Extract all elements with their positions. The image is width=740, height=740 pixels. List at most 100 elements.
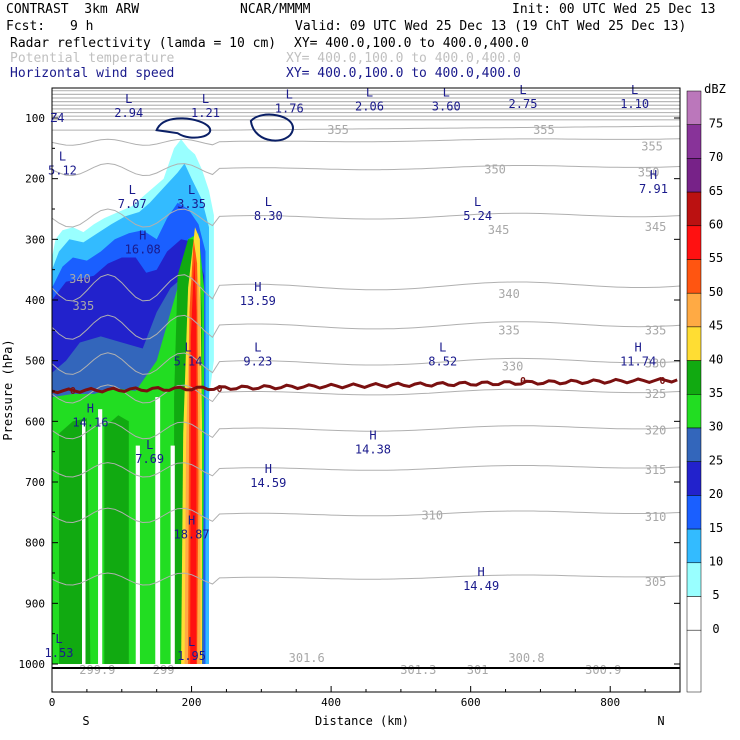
theta-label: 335 bbox=[73, 299, 95, 313]
y-tick-label: 500 bbox=[25, 355, 45, 368]
theta-label: 335 bbox=[645, 323, 667, 337]
colorbar-level-label: 30 bbox=[709, 420, 723, 434]
extremum-kind: L bbox=[188, 183, 195, 197]
extremum-value: 8.52 bbox=[428, 355, 457, 369]
extremum-value: 5.24 bbox=[463, 209, 492, 223]
theta-label: 345 bbox=[645, 220, 667, 234]
wind-extremum: L2.94 bbox=[114, 92, 143, 120]
theta-label: 310 bbox=[421, 508, 443, 522]
colorbar-level-label: 5 bbox=[712, 588, 719, 602]
extremum-kind: L bbox=[59, 150, 66, 164]
theta-label: 325 bbox=[645, 387, 667, 401]
org-label: NCAR/MMMM bbox=[240, 2, 311, 17]
extremum-value: 14.16 bbox=[72, 415, 108, 429]
wind-extremum: L7.69 bbox=[135, 438, 164, 466]
extremum-kind: L bbox=[188, 635, 195, 649]
colorbar-level-label: 60 bbox=[709, 218, 723, 232]
xy-reflectivity: XY= 400.0,100.0 to 400.0,400.0 bbox=[294, 36, 529, 51]
fcst-label: Fcst: bbox=[6, 19, 46, 34]
extremum-kind: H bbox=[254, 280, 261, 294]
theta-label: 301 bbox=[467, 663, 489, 677]
wind-extremum: L2.06 bbox=[355, 85, 384, 113]
extremum-kind: H bbox=[478, 565, 485, 579]
theta-label: 350 bbox=[484, 163, 506, 177]
colorbar-swatch bbox=[686, 562, 702, 597]
colorbar-level-label: 10 bbox=[709, 555, 723, 569]
theta-label: 305 bbox=[645, 575, 667, 589]
colorbar-swatch bbox=[686, 495, 702, 530]
colorbar-swatch bbox=[686, 225, 702, 260]
colorbar-level-label: 70 bbox=[709, 150, 723, 164]
extremum-value: 14.38 bbox=[355, 443, 391, 457]
wind-extremum: H14.59 bbox=[250, 462, 286, 490]
theta-label: 345 bbox=[488, 223, 510, 237]
extremum-value: 1.53 bbox=[45, 646, 74, 660]
x-tick-label: 400 bbox=[321, 696, 341, 709]
extremum-value: 1.95 bbox=[177, 649, 206, 663]
valid-time: Valid: 09 UTC Wed 25 Dec 13 (19 ChT Wed … bbox=[295, 19, 687, 34]
colorbar-level-label: 15 bbox=[709, 521, 723, 535]
x-axis-north: N bbox=[657, 714, 664, 728]
extremum-value: 5.12 bbox=[48, 164, 77, 178]
theta-labels: 355 355 355 350 350 345 345 340 340 335 335 335 330 3… bbox=[69, 123, 666, 677]
theta-label: 330 bbox=[502, 360, 524, 374]
theta-label: 355 bbox=[533, 123, 555, 137]
theta-label: 301.6 bbox=[289, 651, 325, 665]
wind-extremum: L5.24 bbox=[463, 195, 492, 223]
extremum-value: 1.21 bbox=[191, 106, 220, 120]
wind-extremum: L1.76 bbox=[275, 88, 304, 116]
extremum-kind: L bbox=[55, 632, 62, 646]
theta-contour-7 bbox=[52, 352, 680, 375]
reflectivity-gap-1 bbox=[82, 421, 86, 664]
colorbar-unit: dBZ bbox=[704, 82, 726, 96]
wind-extremum: L3.60 bbox=[432, 85, 461, 113]
reflectivity-band-7 bbox=[59, 418, 91, 664]
fcst-value: 9 h bbox=[70, 19, 94, 34]
colorbar-level-label: 75 bbox=[709, 116, 723, 130]
theta-contour-3 bbox=[52, 162, 680, 177]
y-tick-label: 100 bbox=[25, 112, 45, 125]
theta-label: 299 bbox=[153, 663, 175, 677]
zero-contour-label: 0 bbox=[70, 386, 76, 397]
wind-extremum: H7.91 bbox=[639, 168, 668, 196]
theta-contour-4 bbox=[52, 208, 680, 228]
extremum-value: 18.87 bbox=[173, 528, 209, 542]
extremum-kind: H bbox=[635, 341, 642, 355]
zero-contour bbox=[52, 377, 678, 395]
colorbar-swatch bbox=[686, 360, 702, 395]
theta-label: 310 bbox=[645, 510, 667, 524]
theta-contour-1 bbox=[52, 125, 680, 131]
extremum-kind: H bbox=[139, 228, 146, 242]
extremum-value: 7.69 bbox=[135, 452, 164, 466]
zero-contour-label: 0 bbox=[216, 384, 222, 395]
init-time: Init: 00 UTC Wed 25 Dec 13 bbox=[512, 2, 716, 17]
plot-area: 0 0 0 0 bbox=[52, 90, 680, 665]
wind-extremum: L7.07 bbox=[118, 183, 147, 211]
xy-wind: XY= 400.0,100.0 to 400.0,400.0 bbox=[286, 66, 521, 81]
colorbar-swatch bbox=[686, 124, 702, 159]
extremum-value: 3.35 bbox=[177, 197, 206, 211]
theta-label: 330 bbox=[645, 357, 667, 371]
theta-label: 300.8 bbox=[508, 651, 544, 665]
reflectivity-gap-5 bbox=[170, 445, 175, 664]
extremum-value: 2.94 bbox=[114, 106, 143, 120]
wind-contour-top-left bbox=[155, 117, 212, 139]
extremum-kind: H bbox=[87, 401, 94, 415]
extremum-kind: L bbox=[519, 83, 526, 97]
wind-extremum: L2.75 bbox=[509, 83, 538, 111]
y-tick-label: 800 bbox=[25, 537, 45, 550]
reflectivity-gap-2 bbox=[98, 409, 103, 664]
theta-label: 299.9 bbox=[79, 663, 115, 677]
extremum-kind: L bbox=[286, 88, 293, 102]
extremum-kind: L bbox=[254, 341, 261, 355]
theta-label: 340 bbox=[69, 272, 91, 286]
extremum-value: 1.10 bbox=[620, 97, 649, 111]
y-tick-label: 1000 bbox=[19, 658, 46, 671]
reflectivity-band-8 bbox=[104, 415, 129, 664]
y-tick-label: 200 bbox=[25, 173, 45, 186]
wind-extremum: H13.59 bbox=[240, 280, 276, 308]
wind-extrema-labels: L2.94L1.21L1.76L2.06L3.60L2.75L1.10L5.12… bbox=[45, 83, 668, 663]
colorbar-level-label: 55 bbox=[709, 251, 723, 265]
